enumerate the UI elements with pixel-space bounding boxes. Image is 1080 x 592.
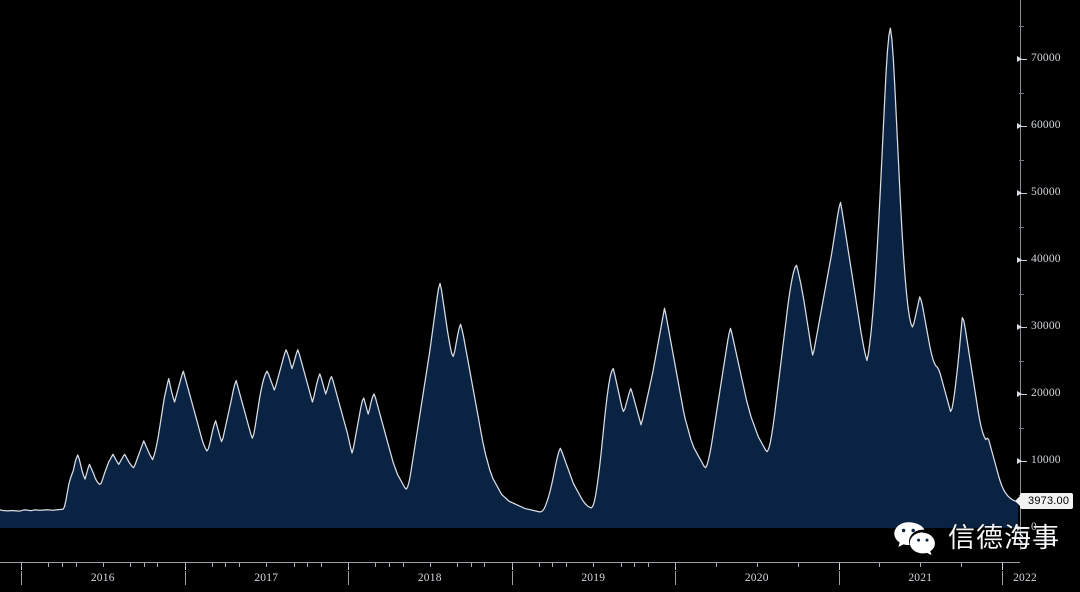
x-tick-minor — [320, 563, 322, 567]
y-axis-label: 50000 — [1031, 186, 1061, 198]
y-tick-major — [1018, 260, 1027, 261]
x-axis-separator — [21, 571, 22, 585]
y-tick-minor — [1019, 92, 1024, 94]
x-tick-minor — [620, 563, 622, 567]
x-axis-label: 2020 — [744, 572, 769, 584]
x-axis: 2016 2017 2018 2019 2020 2021 2022 — [0, 562, 1080, 592]
y-tick-arrow — [1017, 189, 1022, 196]
y-axis-label: 30000 — [1031, 320, 1061, 332]
x-tick-minor — [647, 563, 649, 567]
y-tick-arrow — [1017, 256, 1022, 263]
x-tick-minor — [21, 563, 22, 567]
y-tick-major — [1018, 193, 1027, 194]
x-tick-minor — [293, 563, 295, 567]
y-tick-arrow — [1017, 323, 1022, 330]
x-tick-minor — [715, 563, 717, 567]
x-tick-minor — [266, 563, 268, 567]
y-tick-arrow — [1017, 122, 1022, 129]
y-tick-arrow — [1017, 390, 1022, 397]
x-tick-minor — [879, 563, 881, 567]
x-tick-minor — [61, 563, 63, 567]
y-tick-arrow — [1017, 457, 1022, 464]
y-tick-major — [1018, 394, 1027, 395]
x-tick-minor — [130, 563, 131, 567]
x-axis-label: 2017 — [254, 572, 279, 584]
x-tick-minor — [348, 563, 349, 567]
x-tick-minor — [48, 563, 50, 567]
x-tick-minor — [375, 563, 377, 567]
x-tick-minor — [429, 563, 431, 567]
x-tick-minor — [470, 563, 472, 567]
y-axis: 70000 60000 50000 40000 30000 20000 10000 0 — [1017, 0, 1080, 564]
x-tick-minor — [75, 563, 77, 567]
y-tick-major — [1018, 461, 1027, 462]
y-tick-major — [1018, 327, 1027, 328]
y-tick-minor — [1019, 159, 1024, 161]
y-tick-minor — [1019, 25, 1024, 27]
x-tick-minor — [225, 563, 227, 567]
x-axis-line — [0, 562, 1020, 563]
x-tick-minor — [388, 563, 390, 567]
x-axis-label: 2018 — [417, 572, 442, 584]
last-price-badge: 3973.00 — [1014, 493, 1074, 510]
y-tick-minor — [1019, 293, 1024, 295]
x-tick-minor — [143, 563, 145, 567]
x-tick-minor — [538, 563, 540, 567]
x-tick-minor — [675, 563, 676, 567]
x-axis-label: 2021 — [908, 572, 933, 584]
x-tick-minor — [511, 563, 513, 567]
x-tick-minor — [484, 563, 486, 567]
plot-area — [0, 27, 1019, 529]
x-axis-separator — [675, 571, 676, 585]
x-tick-minor — [239, 563, 240, 567]
y-axis-label: 20000 — [1031, 387, 1061, 399]
x-axis-separator — [184, 571, 186, 585]
series-plot — [0, 27, 1019, 529]
y-tick-arrow — [1017, 55, 1022, 62]
x-tick-major — [1002, 563, 1003, 570]
x-tick-minor — [552, 563, 554, 567]
y-axis-label: 40000 — [1031, 253, 1061, 265]
y-tick-arrow — [1017, 524, 1022, 531]
y-tick-minor — [1019, 226, 1024, 228]
x-tick-minor — [593, 563, 595, 567]
x-tick-minor — [756, 563, 758, 567]
x-tick-minor — [184, 563, 186, 567]
y-axis-label: 60000 — [1031, 119, 1061, 131]
y-tick-major — [1018, 528, 1027, 529]
y-axis-label: 0 — [1031, 521, 1037, 533]
y-tick-major — [1018, 59, 1027, 60]
y-axis-label: 70000 — [1031, 52, 1061, 64]
x-axis-label: 2016 — [90, 572, 115, 584]
y-tick-minor — [1019, 360, 1024, 362]
y-axis-label: 10000 — [1031, 454, 1061, 466]
x-axis-separator — [348, 571, 349, 585]
x-tick-minor — [211, 563, 213, 567]
y-tick-minor — [1019, 427, 1024, 429]
x-tick-minor — [920, 563, 922, 567]
x-tick-minor — [157, 563, 159, 567]
x-tick-major — [838, 563, 840, 570]
x-tick-minor — [566, 563, 567, 567]
x-axis-separator — [838, 571, 840, 585]
series-line-path — [0, 27, 1019, 513]
x-tick-minor — [797, 563, 799, 567]
x-axis-label: 2019 — [581, 572, 606, 584]
y-tick-major — [1018, 126, 1027, 127]
x-tick-minor — [307, 563, 309, 567]
x-tick-minor — [402, 563, 404, 567]
y-axis-line — [1020, 0, 1021, 550]
x-axis-label: 2022 — [1013, 572, 1037, 584]
x-tick-minor — [961, 563, 963, 567]
x-tick-minor — [102, 563, 104, 567]
x-axis-separator — [1002, 571, 1003, 585]
area-fill-path — [0, 28, 1018, 529]
x-tick-minor — [457, 563, 458, 567]
x-axis-separator — [511, 571, 513, 585]
x-tick-minor — [634, 563, 636, 567]
